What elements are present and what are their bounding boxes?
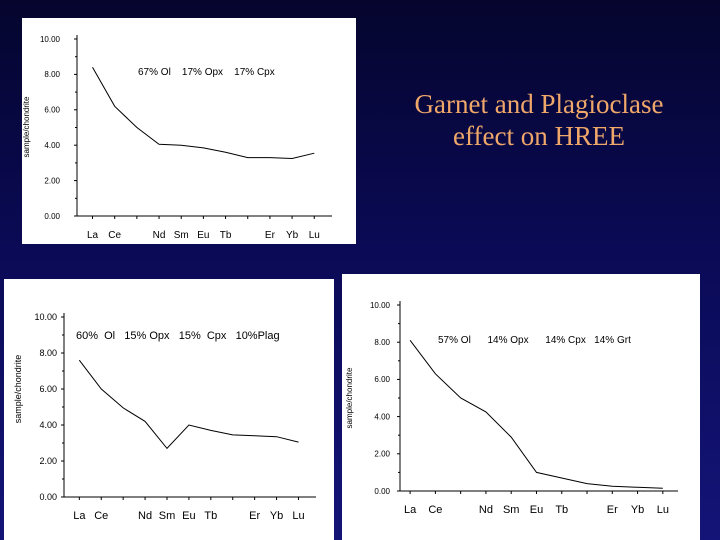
x-tick-label: Sm xyxy=(159,510,176,522)
x-tick-label: Yb xyxy=(270,510,283,522)
x-tick-label: Nd xyxy=(153,230,166,241)
y-tick-label: 10.00 xyxy=(370,301,391,310)
y-tick-label: 4.00 xyxy=(374,412,390,421)
x-tick-label: Nd xyxy=(479,504,493,516)
x-tick-label: Nd xyxy=(138,510,152,522)
x-tick-label: Lu xyxy=(309,230,320,241)
x-tick-label: La xyxy=(404,504,417,516)
y-tick-label: 2.00 xyxy=(44,176,60,185)
y-tick-label: 0.00 xyxy=(374,487,390,496)
x-tick-label: Lu xyxy=(292,510,304,522)
x-tick-label: Ce xyxy=(428,504,442,516)
x-tick-label: La xyxy=(87,230,99,241)
y-axis-label: sample/chondrite xyxy=(22,96,31,157)
x-tick-label: Eu xyxy=(530,504,543,516)
y-tick-label: 6.00 xyxy=(374,375,390,384)
x-tick-label: Er xyxy=(265,230,276,241)
y-tick-label: 10.00 xyxy=(34,312,57,322)
x-tick-label: Lu xyxy=(657,504,669,516)
y-tick-label: 2.00 xyxy=(374,450,390,459)
x-tick-label: Yb xyxy=(286,230,299,241)
x-tick-label: La xyxy=(73,510,86,522)
x-tick-label: Sm xyxy=(503,504,520,516)
y-tick-label: 10.00 xyxy=(40,35,61,44)
chart-panel-bottom-right: 10.00 8.00 6.00 4.00 2.00 0.00 La Ce Nd Sm Eu Tb Er Y… xyxy=(342,274,700,540)
x-tick-label: Ce xyxy=(108,230,121,241)
y-tick-label: 8.00 xyxy=(374,338,390,347)
y-tick-label: 6.00 xyxy=(44,106,60,115)
series-line xyxy=(92,67,315,160)
x-tick-label: Ce xyxy=(94,510,108,522)
slide-title-line-2: effect on HREE xyxy=(453,121,625,151)
y-tick-label: 4.00 xyxy=(44,141,60,150)
chart-2: 10.00 8.00 6.00 4.00 2.00 0.00 La Ce Nd Sm Eu Tb Er Y… xyxy=(13,312,316,522)
series-line xyxy=(78,359,299,450)
x-tick-label: Tb xyxy=(204,510,217,522)
y-tick-label: 6.00 xyxy=(39,384,57,394)
chart-annotation: 57% Ol 14% Opx 14% Cpx 14% Grt xyxy=(438,335,631,346)
x-tick-label: Yb xyxy=(631,504,644,516)
x-tick-label: Er xyxy=(249,510,260,522)
x-tick-label: Eu xyxy=(197,230,209,241)
slide-title: Garnet and Plagioclase effect on HREE xyxy=(384,88,694,152)
chart-panel-bottom-left: 10.00 8.00 6.00 4.00 2.00 0.00 La Ce Nd Sm Eu Tb Er Y… xyxy=(4,279,334,540)
y-tick-label: 0.00 xyxy=(39,492,57,502)
chart-annotation: 67% Ol 17% Opx 17% Cpx xyxy=(138,67,275,78)
y-axis-label: sample/chondrite xyxy=(13,355,23,424)
y-tick-label: 8.00 xyxy=(44,70,60,79)
y-tick-label: 4.00 xyxy=(39,420,57,430)
y-tick-label: 0.00 xyxy=(44,212,60,221)
chart-3: 10.00 8.00 6.00 4.00 2.00 0.00 La Ce Nd Sm Eu Tb Er Y… xyxy=(345,301,678,516)
x-tick-label: Tb xyxy=(555,504,568,516)
y-tick-label: 2.00 xyxy=(39,456,57,466)
chart-annotation: 60% Ol 15% Opx 15% Cpx 10%Plag xyxy=(76,330,280,342)
series-line xyxy=(409,339,663,489)
x-tick-label: Sm xyxy=(174,230,189,241)
x-tick-label: Er xyxy=(607,504,618,516)
chart-panel-top: 10.00 8.00 6.00 4.00 2.00 0.00 La Ce Nd Sm Eu Tb Er Y… xyxy=(22,18,356,244)
slide-title-line-1: Garnet and Plagioclase xyxy=(414,89,664,119)
x-tick-label: Eu xyxy=(182,510,195,522)
x-tick-label: Tb xyxy=(220,230,232,241)
y-axis-label: sample/chondrite xyxy=(345,367,354,428)
chart-1: 10.00 8.00 6.00 4.00 2.00 0.00 La Ce Nd Sm Eu Tb Er Y… xyxy=(22,35,332,241)
y-tick-label: 8.00 xyxy=(39,348,57,358)
